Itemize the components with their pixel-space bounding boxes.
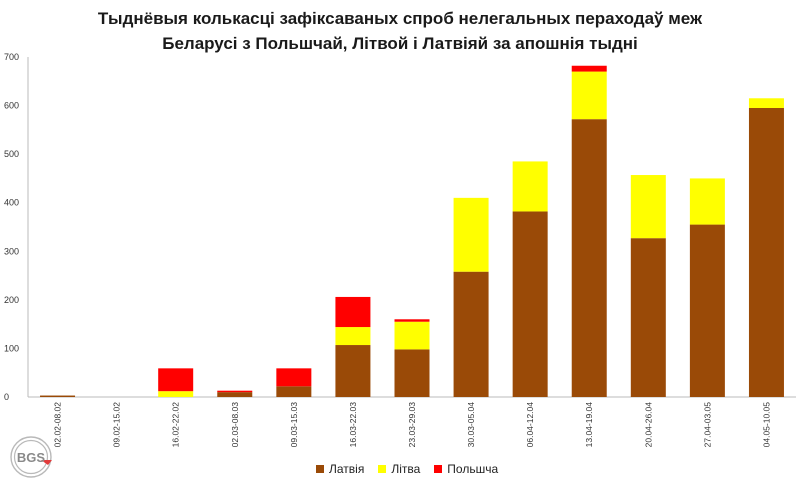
bar-segment-latvia xyxy=(689,224,725,397)
bar-segment-latvia xyxy=(40,395,76,397)
x-tick-label: 27.04-03.05 xyxy=(702,402,712,448)
legend-swatch-lithuania xyxy=(378,465,387,473)
y-tick-label: 400 xyxy=(4,198,19,208)
y-tick-label: 700 xyxy=(4,52,19,62)
bar-segment-poland xyxy=(276,368,312,387)
x-tick-label: 13.04-19.04 xyxy=(584,402,594,448)
legend-label-latvia: Латвія xyxy=(329,462,365,476)
legend-label-poland: Польшча xyxy=(447,462,499,476)
chart-title-line-2: Беларусі з Польшчай, Літвой і Латвіяй за… xyxy=(162,34,638,53)
bar-segment-lithuania xyxy=(689,178,725,225)
logo: BGS xyxy=(10,436,52,478)
chart-title: Тыднёвыя колькасці зафіксаваных спроб не… xyxy=(0,6,800,56)
y-tick-label: 600 xyxy=(4,101,19,111)
bar-segment-latvia xyxy=(217,392,253,397)
bar-segment-latvia xyxy=(748,108,784,397)
bar-segment-latvia xyxy=(394,349,430,397)
logo-red-mark xyxy=(41,460,52,465)
legend-swatch-poland xyxy=(434,465,443,473)
bar-segment-latvia xyxy=(571,119,607,398)
bar-segment-latvia xyxy=(630,238,666,397)
legend-item-latvia: Латвія xyxy=(316,462,364,476)
y-tick-label: 500 xyxy=(4,149,19,159)
legend-item-poland: Польшча xyxy=(434,462,498,476)
x-tick-label: 16.03-22.03 xyxy=(348,402,358,448)
bar-segment-lithuania xyxy=(453,197,489,272)
x-tick-label: 02.02-08.02 xyxy=(53,402,63,448)
bar-segment-poland xyxy=(158,368,194,392)
bar-segment-lithuania xyxy=(394,321,430,350)
legend: Латвія Літва Польшча xyxy=(316,462,498,476)
legend-swatch-latvia xyxy=(316,465,324,473)
x-tick-label: 30.03-05.04 xyxy=(466,402,476,448)
logo-ring-outer xyxy=(10,436,52,478)
bar-segment-lithuania xyxy=(512,161,548,212)
x-tick-label: 06.04-12.04 xyxy=(525,402,535,448)
y-tick-label: 100 xyxy=(4,343,19,353)
x-tick-labels: 02.02-08.02 09.02-15.02 16.02-22.02 02.03-0… xyxy=(53,402,772,448)
legend-item-lithuania: Літва xyxy=(378,462,420,476)
bar-segment-lithuania xyxy=(748,98,784,108)
x-tick-label: 20.04-26.04 xyxy=(643,402,653,448)
bar-segment-latvia xyxy=(276,386,312,397)
x-tick-label: 16.02-22.02 xyxy=(171,402,181,448)
bar-segment-poland xyxy=(394,319,430,322)
bars xyxy=(40,65,784,398)
y-tick-label: 0 xyxy=(4,392,9,402)
chart-title-line-1: Тыднёвыя колькасці зафіксаваных спроб не… xyxy=(97,9,703,28)
x-tick-label: 04.05-10.05 xyxy=(761,402,771,448)
bar-segment-poland xyxy=(571,65,607,72)
x-tick-label: 23.03-29.03 xyxy=(407,402,417,448)
y-tick-labels: 0 100 200 300 400 500 600 700 xyxy=(4,52,19,402)
x-tick-label: 02.03-08.03 xyxy=(230,402,240,448)
legend-label-lithuania: Літва xyxy=(391,462,421,476)
x-tick-label: 09.03-15.03 xyxy=(289,402,299,448)
bar-segment-latvia xyxy=(453,271,489,397)
logo-text: BGS xyxy=(17,450,46,465)
y-tick-label: 300 xyxy=(4,246,19,256)
x-tick-label: 09.02-15.02 xyxy=(112,402,122,448)
bar-segment-latvia xyxy=(512,211,548,397)
bar-segment-poland xyxy=(335,296,371,328)
bar-segment-lithuania xyxy=(335,327,371,346)
y-tick-label: 200 xyxy=(4,295,19,305)
logo-ring-inner xyxy=(13,439,49,475)
bar-segment-lithuania xyxy=(158,391,194,397)
bar-segment-poland xyxy=(217,390,253,393)
bar-segment-lithuania xyxy=(630,175,666,239)
bar-segment-lithuania xyxy=(571,71,607,120)
bar-segment-latvia xyxy=(335,345,371,397)
